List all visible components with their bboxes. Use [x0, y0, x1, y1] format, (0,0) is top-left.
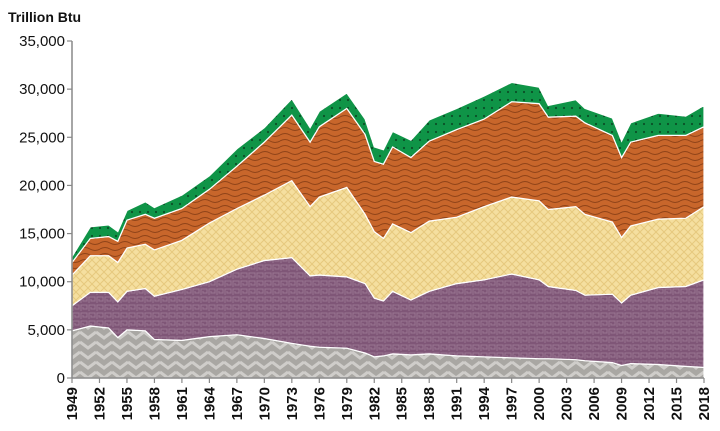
y-tick-label: 5,000 — [27, 322, 65, 339]
axes: 0 5,000 10,000 15,000 20,000 25,000 30,000 35,0… — [19, 33, 713, 420]
x-tick-label: 1982 — [366, 387, 383, 420]
x-tick-label: 1949 — [64, 387, 81, 420]
x-tick-label: 1958 — [146, 387, 163, 420]
x-tick-label: 2015 — [669, 387, 686, 420]
x-tick-label: 1988 — [421, 387, 438, 420]
x-tick-label: 1985 — [394, 387, 411, 420]
x-tick-label: 2000 — [531, 387, 548, 420]
x-tick-label: 1955 — [119, 387, 136, 420]
y-tick-label: 0 — [57, 370, 65, 387]
y-tick-label: 15,000 — [19, 226, 65, 243]
y-tick-label: 10,000 — [19, 274, 65, 291]
x-tick-label: 1961 — [174, 387, 191, 420]
x-tick-label: 1952 — [91, 387, 108, 420]
x-tick-label: 2009 — [614, 387, 631, 420]
x-tick-label: 2006 — [586, 387, 603, 420]
x-tick-label: 1979 — [339, 387, 356, 420]
area-series-5-dots — [71, 81, 705, 265]
x-tick-label: 1964 — [201, 386, 218, 420]
x-tick-label: 2012 — [641, 387, 658, 420]
x-tick-label: 2018 — [696, 387, 713, 420]
x-tick-label: 1967 — [229, 387, 246, 420]
x-tick-label: 2003 — [559, 387, 576, 420]
x-tick-label: 1970 — [256, 387, 273, 420]
y-tick-label: 35,000 — [19, 33, 65, 50]
x-tick-label: 1997 — [504, 387, 521, 420]
area-layers — [71, 81, 705, 379]
x-tick-label: 1973 — [284, 387, 301, 420]
x-tick-label: 1991 — [449, 387, 466, 420]
x-tick-label: 1994 — [476, 386, 493, 420]
y-tick-label: 20,000 — [19, 177, 65, 194]
x-tick-label: 1976 — [311, 387, 328, 420]
y-axis-unit-label: Trillion Btu — [8, 9, 81, 25]
y-tick-label: 30,000 — [19, 81, 65, 98]
y-tick-label: 25,000 — [19, 129, 65, 146]
